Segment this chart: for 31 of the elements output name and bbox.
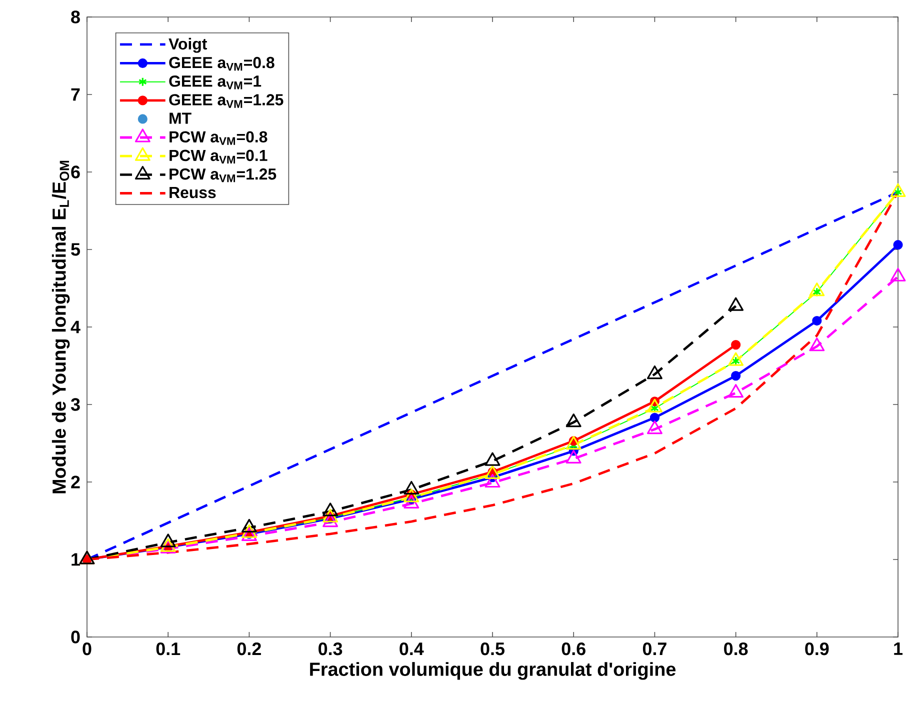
y-tick-label: 8: [71, 10, 80, 24]
x-tick-label: 0.7: [642, 642, 666, 656]
y-tick-label: 5: [71, 243, 80, 256]
y-tick-label: 2: [71, 476, 80, 488]
legend-label: PCW a$_{VM}$=0.1: [170, 150, 268, 164]
legend-label: PCW a$_{VM}$=0.8: [170, 131, 268, 145]
x-tick-label: 0.9: [805, 642, 829, 656]
x-tick-label: 0: [82, 642, 92, 656]
y-tick-label: 1: [72, 553, 80, 566]
legend-label: GEEE a$_{VM}$=1: [169, 76, 262, 90]
legend-label: PCW a$_{VM}$=1.25: [170, 168, 276, 182]
x-tick-label: 0.3: [318, 642, 342, 656]
legend-label: GEEE a$_{VM}$=1.25: [169, 94, 284, 108]
x-tick-label: 0.5: [480, 642, 504, 656]
legend-label: GEEE a$_{VM}$=0.8: [169, 56, 274, 71]
y-tick-label: 6: [71, 166, 80, 178]
y-tick-label: 7: [71, 88, 80, 101]
legend-label: MT: [170, 112, 192, 124]
x-tick-label: 1: [894, 642, 903, 655]
x-tick-label: 0.4: [400, 642, 424, 656]
y-tick-label: 0: [71, 630, 80, 644]
y-tick-label: 3: [70, 398, 80, 411]
x-tick-label: 0.1: [156, 642, 180, 656]
x-tick-label: 0.6: [562, 642, 586, 656]
legend-label: Reuss: [170, 187, 216, 198]
legend-label: Voigt: [168, 38, 208, 53]
x-tick-label: 0.8: [724, 642, 748, 656]
x-tick-label: 0.2: [237, 642, 261, 656]
y-tick-label: 4: [70, 320, 80, 334]
y-axis-title: Module de Young longitudinal E$_{L}$/E$_{OM}$: [52, 160, 70, 494]
x-axis-title: Fraction volumique du granulat d'origine: [310, 662, 676, 680]
